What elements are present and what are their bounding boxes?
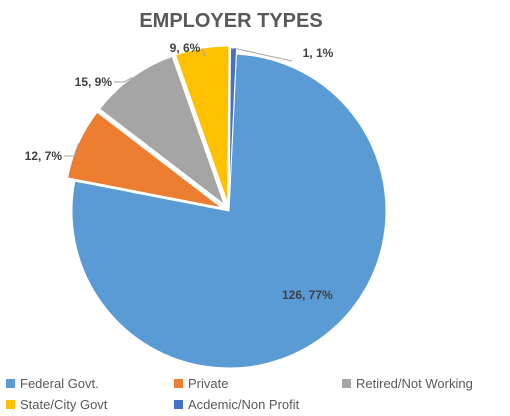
legend-item: Retired/Not Working <box>342 374 506 392</box>
legend-item: Private <box>174 374 342 392</box>
data-label: 15, 9% <box>75 75 113 89</box>
legend-swatch <box>6 399 15 409</box>
legend-swatch <box>6 378 15 388</box>
legend-label: Retired/Not Working <box>356 375 473 391</box>
leader-line <box>114 76 133 83</box>
pie-slice-retired-not-working <box>99 55 226 206</box>
legend-label: Private <box>188 375 229 391</box>
leader-line <box>201 48 206 57</box>
legend-label: State/City Govt <box>20 396 108 412</box>
leader-line <box>233 47 293 62</box>
legend-item: Acdemic/Non Profit <box>174 395 342 413</box>
legend-label: Acdemic/Non Profit <box>188 396 300 412</box>
pie-chart-canvas: 126, 77% 12, 7% 15, 9% 9, 6% 1, 1% EMPLOYER T… <box>25 10 387 369</box>
data-label: 9, 6% <box>170 41 201 55</box>
legend-swatch <box>174 378 183 388</box>
chart-title: EMPLOYER TYPES <box>139 10 322 32</box>
data-label: 1, 1% <box>303 46 334 60</box>
pie-slice-state-city-govt <box>174 45 230 204</box>
data-label: 12, 7% <box>25 149 63 163</box>
legend-swatch <box>174 399 183 409</box>
chart-legend: Federal Govt. Private Retired/Not Working S… <box>6 374 506 413</box>
data-label: 126, 77% <box>282 288 333 302</box>
legend-label: Federal Govt. <box>20 375 99 391</box>
pie-slice-federal-govt <box>71 53 387 369</box>
legend-item: Federal Govt. <box>6 374 174 392</box>
legend-item: State/City Govt <box>6 395 174 413</box>
leader-line <box>64 143 80 157</box>
legend-swatch <box>342 378 351 388</box>
